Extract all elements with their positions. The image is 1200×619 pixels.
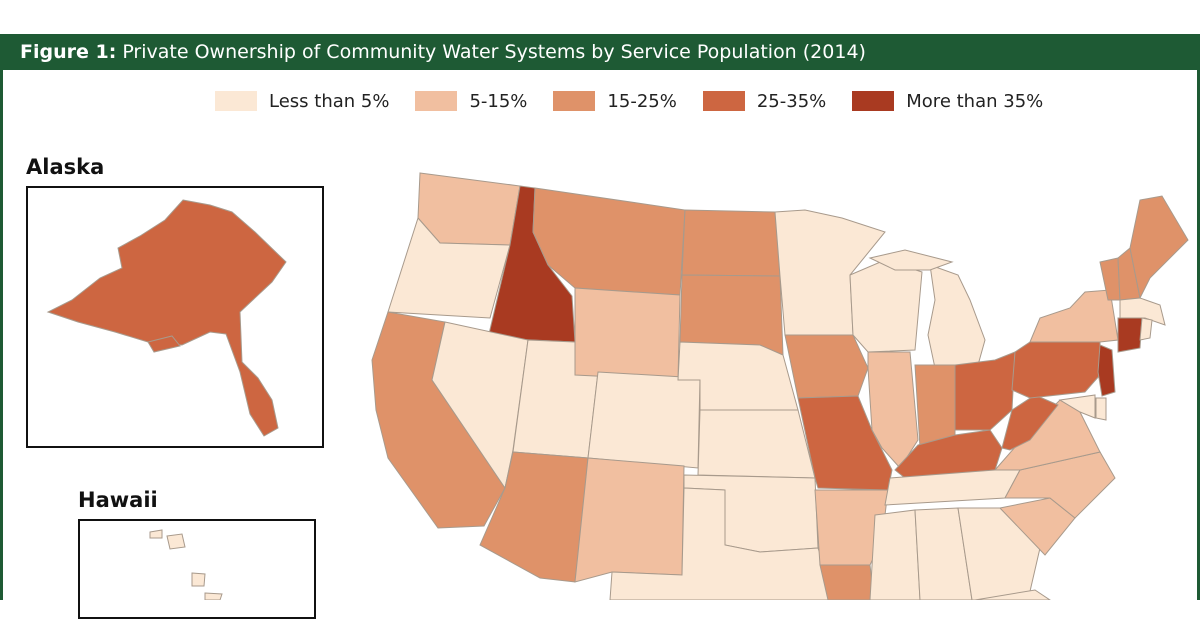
legend-item-15-25: 15-25% <box>553 90 677 112</box>
legend: Less than 5% 5-15% 15-25% 25-35% More th… <box>215 89 1069 113</box>
legend-item-25-35: 25-35% <box>702 90 827 112</box>
state-maine[interactable] <box>1129 195 1189 300</box>
legend-swatch <box>553 91 596 111</box>
state-illinois[interactable] <box>867 351 919 469</box>
state-maryland[interactable] <box>1058 394 1096 419</box>
figure-label: Figure 1: <box>20 41 117 63</box>
state-washington[interactable] <box>417 172 521 246</box>
state-wyoming[interactable] <box>574 287 681 381</box>
state-new-york[interactable] <box>1029 289 1119 343</box>
state-alaska[interactable] <box>46 199 287 437</box>
hawaii-label: Hawaii <box>78 488 158 512</box>
state-alabama[interactable] <box>914 507 973 600</box>
legend-label: 5-15% <box>469 90 528 112</box>
state-alaska-island[interactable] <box>147 335 181 353</box>
state-florida[interactable] <box>974 589 1051 600</box>
legend-label: More than 35% <box>906 90 1044 112</box>
state-connecticut[interactable] <box>1117 317 1143 353</box>
state-ohio[interactable] <box>954 351 1016 431</box>
frame-left-border <box>0 70 3 600</box>
state-michigan-upper[interactable] <box>868 249 954 271</box>
state-hawaii-island-2[interactable] <box>166 533 186 550</box>
state-kentucky[interactable] <box>894 429 1003 479</box>
legend-item-less-than-5: Less than 5% <box>215 91 389 112</box>
state-pennsylvania[interactable] <box>1011 339 1101 399</box>
legend-swatch <box>415 91 458 111</box>
state-wisconsin[interactable] <box>849 259 923 353</box>
state-oregon[interactable] <box>387 217 511 319</box>
state-colorado[interactable] <box>587 371 701 469</box>
state-hawaii-island-3[interactable] <box>191 572 206 587</box>
legend-item-more-than-35: More than 35% <box>852 91 1043 112</box>
state-louisiana[interactable] <box>819 564 875 600</box>
legend-swatch <box>702 91 745 111</box>
state-north-dakota[interactable] <box>681 209 781 277</box>
alaska-label: Alaska <box>26 155 105 179</box>
state-hawaii-island-4[interactable] <box>204 592 223 600</box>
legend-item-5-15: 5-15% <box>415 91 527 112</box>
state-delaware[interactable] <box>1095 397 1107 421</box>
state-indiana[interactable] <box>914 364 956 449</box>
state-georgia[interactable] <box>957 507 1041 600</box>
frame-right-border <box>1197 70 1200 600</box>
figure-title-bar: Figure 1: Private Ownership of Community… <box>0 34 1200 70</box>
state-mississippi[interactable] <box>869 509 921 600</box>
choropleth-map <box>46 172 1189 600</box>
state-michigan[interactable] <box>927 264 986 369</box>
legend-label: Less than 5% <box>269 90 390 112</box>
legend-label: 25-35% <box>756 90 827 112</box>
state-rhode-island[interactable] <box>1139 317 1153 341</box>
state-new-jersey[interactable] <box>1097 344 1116 397</box>
state-kansas[interactable] <box>697 409 816 479</box>
state-hawaii-island-1[interactable] <box>149 529 163 539</box>
state-new-mexico[interactable] <box>574 457 685 583</box>
legend-label: 15-25% <box>607 90 677 112</box>
legend-swatch <box>215 91 257 111</box>
state-iowa[interactable] <box>784 334 869 399</box>
figure-title: Private Ownership of Community Water Sys… <box>122 41 866 63</box>
legend-swatch <box>852 91 895 111</box>
